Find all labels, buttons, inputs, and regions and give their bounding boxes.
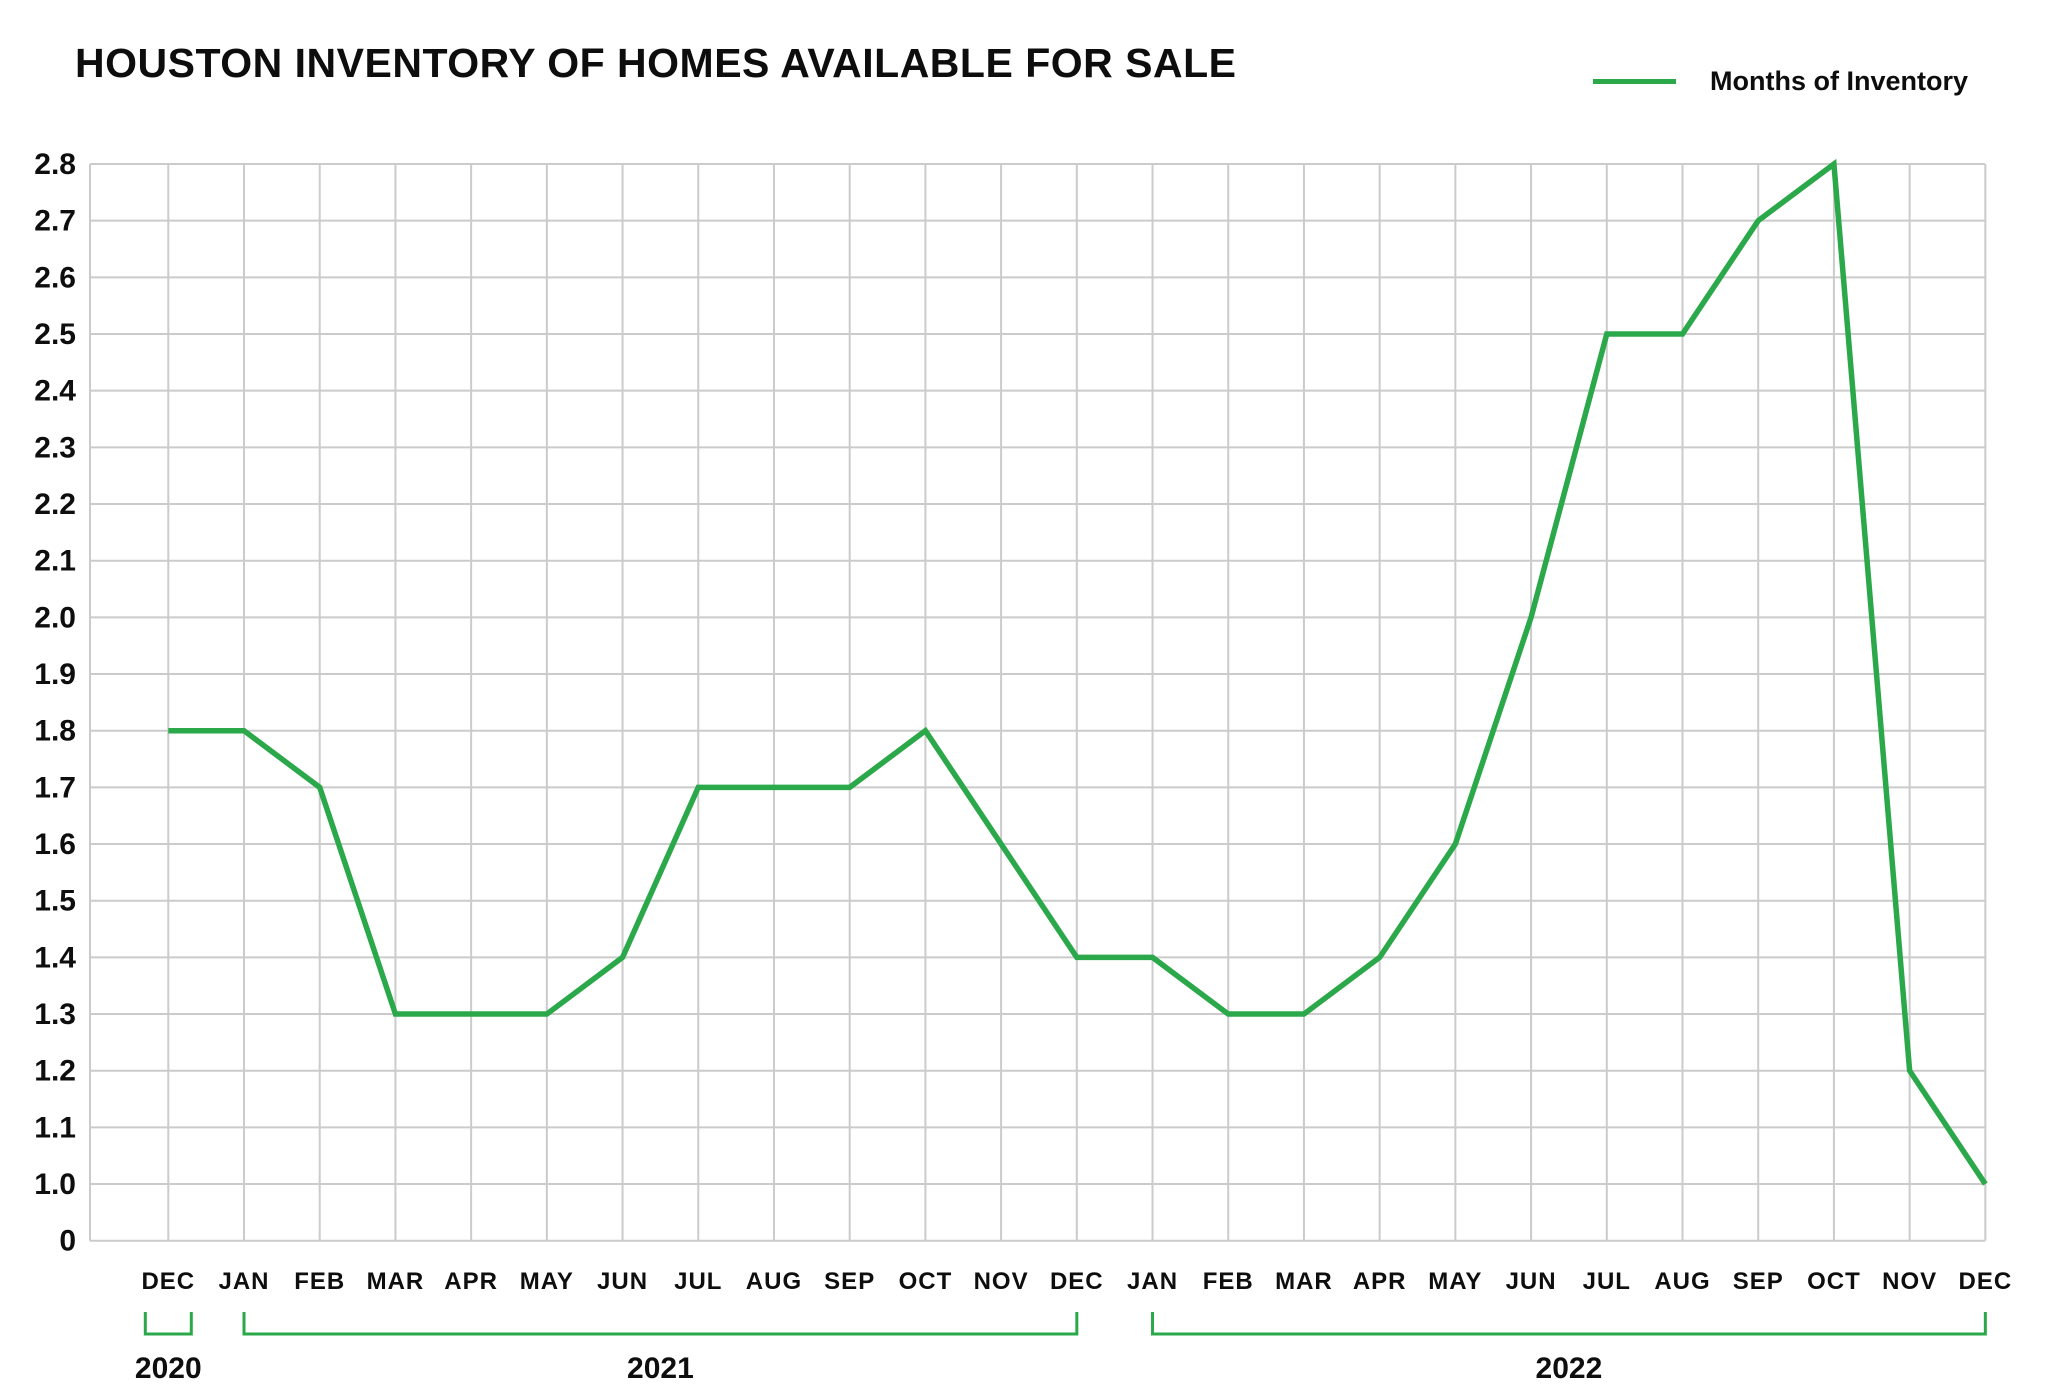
month-label: OCT — [1807, 1268, 1861, 1295]
y-tick-label: 1.3 — [34, 998, 76, 1031]
y-tick-label: 2.0 — [34, 601, 76, 634]
y-tick-label: 2.5 — [34, 318, 76, 351]
month-label: MAY — [1428, 1268, 1482, 1295]
month-label: JUN — [597, 1268, 648, 1295]
month-label: JAN — [1127, 1268, 1178, 1295]
y-tick-label: 1.2 — [34, 1055, 76, 1088]
legend-label: Months of Inventory — [1710, 66, 1968, 96]
legend-line-swatch — [1593, 79, 1676, 84]
month-label: JUL — [1583, 1268, 1631, 1295]
y-tick-label: 1.7 — [34, 771, 76, 804]
year-brackets: 2020 2021 2022 — [135, 1312, 1987, 1385]
month-label: FEB — [294, 1268, 345, 1295]
month-label: AUG — [746, 1268, 802, 1295]
y-tick-label: 0 — [59, 1225, 76, 1258]
year-label: 2021 — [627, 1352, 694, 1384]
legend: Months of Inventory — [1593, 66, 1968, 97]
y-tick-label: 1.9 — [34, 658, 76, 691]
month-label: MAR — [1275, 1268, 1333, 1295]
y-axis-labels: 2.8 2.7 2.6 2.5 2.4 2.3 2.2 2.1 2.0 1.9 1.8 1.7 1.6 1… — [34, 148, 76, 1258]
month-label: AUG — [1654, 1268, 1710, 1295]
month-label: NOV — [1882, 1268, 1937, 1295]
inventory-line — [168, 158, 1988, 1186]
month-label: FEB — [1203, 1268, 1254, 1295]
month-label: MAR — [367, 1268, 425, 1295]
y-tick-label: 2.7 — [34, 205, 76, 238]
month-label: SEP — [824, 1268, 875, 1295]
month-label: APR — [444, 1268, 498, 1295]
month-label: JUL — [674, 1268, 722, 1295]
month-label: JAN — [219, 1268, 270, 1295]
y-tick-label: 2.8 — [34, 148, 76, 181]
y-tick-label: 1.6 — [34, 828, 76, 861]
month-label: MAY — [520, 1268, 574, 1295]
month-label: APR — [1353, 1268, 1407, 1295]
y-tick-label: 1.5 — [34, 885, 76, 918]
y-tick-label: 1.4 — [34, 941, 76, 974]
y-tick-label: 2.6 — [34, 261, 76, 294]
y-tick-label: 1.1 — [34, 1111, 76, 1144]
year-label: 2022 — [1536, 1352, 1603, 1384]
year-label: 2020 — [135, 1352, 202, 1384]
grid — [89, 163, 1987, 1242]
month-label: DEC — [141, 1268, 195, 1295]
month-label: SEP — [1733, 1268, 1784, 1295]
year-bracket — [143, 1312, 193, 1336]
y-tick-label: 1.0 — [34, 1168, 76, 1201]
month-label: DEC — [1050, 1268, 1104, 1295]
x-axis-labels: DEC JAN FEB MAR APR MAY JUN JUL AUG SEP OCT NOV DEC J… — [141, 1268, 2013, 1295]
y-tick-label: 2.4 — [34, 375, 76, 408]
y-tick-label: 2.3 — [34, 431, 76, 464]
month-label: DEC — [1959, 1268, 2013, 1295]
month-label: NOV — [974, 1268, 1029, 1295]
month-label: OCT — [899, 1268, 953, 1295]
y-tick-label: 1.8 — [34, 715, 76, 748]
month-label: JUN — [1506, 1268, 1557, 1295]
page-title: HOUSTON INVENTORY OF HOMES AVAILABLE FOR… — [75, 40, 1237, 86]
year-bracket — [242, 1312, 1079, 1336]
y-tick-label: 2.1 — [34, 545, 76, 578]
y-tick-label: 2.2 — [34, 488, 76, 521]
year-bracket — [1151, 1312, 1987, 1336]
